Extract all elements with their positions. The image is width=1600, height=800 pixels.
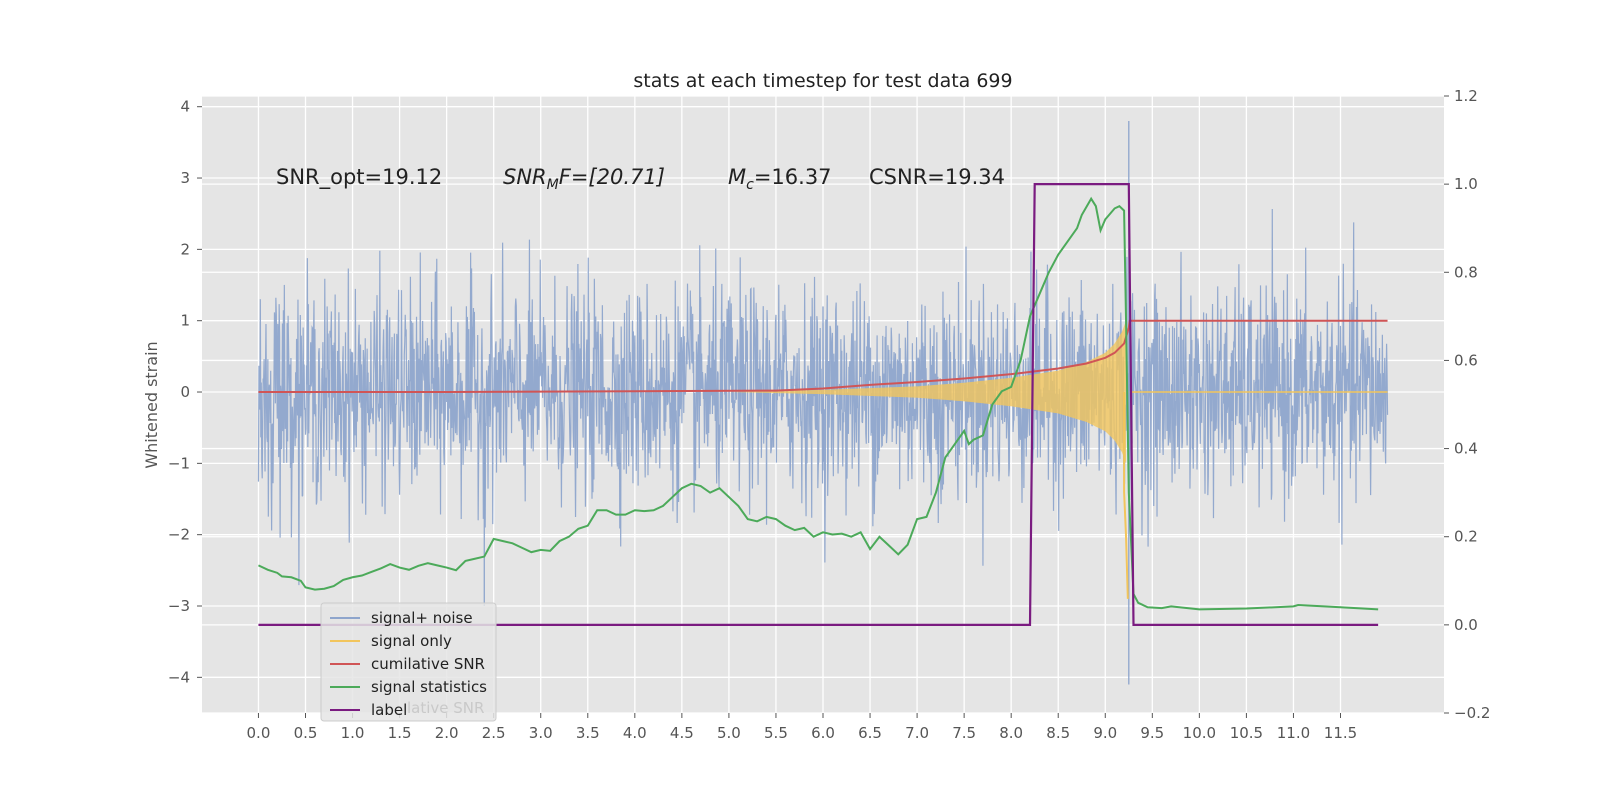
x-tick-label: 3.0 <box>529 724 553 742</box>
legend: lative SNR signal+ noise signal only cumil… <box>320 602 497 722</box>
y-tick-label: 0 <box>180 383 190 401</box>
y-tick-label: −1 <box>168 454 190 472</box>
x-tick-label: 2.0 <box>435 724 459 742</box>
x-tick-label: 10.5 <box>1230 724 1263 742</box>
x-tick-label: 8.5 <box>1046 724 1070 742</box>
annotation-mc: Mc=16.37 <box>728 165 832 193</box>
annotation-snr-mf: SNRMF=[20.71] <box>503 165 665 193</box>
x-tick-label: 2.5 <box>482 724 506 742</box>
x-tick-label: 4.0 <box>623 724 647 742</box>
x-tick-label: 6.5 <box>858 724 882 742</box>
x-tick-label: 3.5 <box>576 724 600 742</box>
x-tick-label: 5.0 <box>717 724 741 742</box>
ticks-layer: 0.0 0.5 1.0 1.5 2.0 2.5 3.0 3.5 4.0 4.5 5.0 5.5 6.0 6… <box>168 87 1491 742</box>
x-tick-label: 7.0 <box>905 724 929 742</box>
legend-label: cumilative SNR <box>371 655 485 673</box>
y-tick-label: 2 <box>180 240 190 258</box>
annotation-snr-opt: SNR_opt=19.12 <box>276 165 442 190</box>
annotation-csnr: CSNR=19.34 <box>869 165 1005 189</box>
x-tick-label: 6.0 <box>811 724 835 742</box>
y2-tick-label: 0.0 <box>1454 616 1478 634</box>
x-tick-label: 8.0 <box>999 724 1023 742</box>
x-tick-label: 1.5 <box>388 724 412 742</box>
legend-ghost-text: lative SNR <box>407 699 484 717</box>
legend-box <box>320 602 497 722</box>
y2-tick-label: 0.4 <box>1454 440 1478 458</box>
y-tick-label: 4 <box>180 98 190 116</box>
x-tick-label: 11.0 <box>1277 724 1310 742</box>
y-tick-label: 3 <box>180 169 190 187</box>
x-tick-label: 5.5 <box>764 724 788 742</box>
y2-tick-label: 1.2 <box>1454 87 1478 105</box>
annotation-mc-sub: c <box>746 177 754 193</box>
x-tick-label: 0.5 <box>294 724 318 742</box>
legend-label: signal statistics <box>371 678 487 696</box>
legend-label: signal only <box>371 632 452 650</box>
x-tick-label: 11.5 <box>1324 724 1357 742</box>
legend-label: signal+ noise <box>371 609 473 627</box>
annotation-snr-mf-sub: M <box>547 177 559 193</box>
y-tick-label: 1 <box>180 312 190 330</box>
y2-tick-label: −0.2 <box>1454 704 1490 722</box>
series-layer <box>257 120 1389 685</box>
series-label <box>258 183 1379 626</box>
y2-tick-label: 0.2 <box>1454 528 1478 546</box>
chart-title: stats at each timestep for test data 699 <box>633 70 1012 92</box>
y-tick-label: −3 <box>168 597 190 615</box>
annotation-snr-mf-main: SNR <box>503 165 547 189</box>
series-signal-only <box>728 320 1126 464</box>
legend-label: label <box>371 701 407 719</box>
y-tick-label: −4 <box>168 668 190 686</box>
y-tick-label: −2 <box>168 526 190 544</box>
annotation-mc-rest: =16.37 <box>754 165 832 189</box>
annotation-snr-mf-rest: F=[20.71] <box>559 165 665 189</box>
y-axis-label: Whitened strain <box>142 341 161 468</box>
x-tick-label: 7.5 <box>952 724 976 742</box>
x-tick-label: 9.5 <box>1140 724 1164 742</box>
y2-tick-label: 0.8 <box>1454 263 1478 281</box>
series-signal-statistics <box>258 196 1379 611</box>
y2-tick-label: 1.0 <box>1454 175 1478 193</box>
signal-only-tail <box>1123 392 1129 599</box>
x-tick-label: 10.0 <box>1183 724 1216 742</box>
x-tick-label: 1.0 <box>341 724 365 742</box>
x-tick-label: 4.5 <box>670 724 694 742</box>
x-tick-label: 9.0 <box>1093 724 1117 742</box>
annotation-mc-main: M <box>728 165 746 189</box>
x-tick-label: 0.0 <box>247 724 271 742</box>
y2-tick-label: 0.6 <box>1454 351 1478 369</box>
